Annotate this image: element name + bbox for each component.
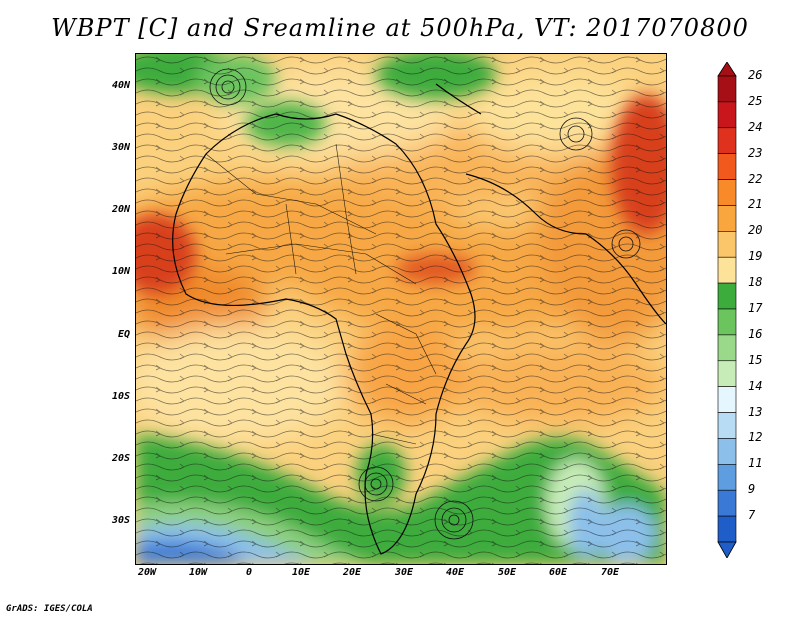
lat-label-30s: 30S — [111, 515, 130, 526]
grads-credit: GrADS: IGES/COLA — [6, 604, 93, 614]
colorbar-swatch — [717, 153, 737, 180]
colorbar-label: 14 — [748, 378, 763, 393]
colorbar-label: 18 — [748, 275, 763, 290]
lon-label-20e: 20E — [342, 567, 362, 578]
colorbar-swatch — [717, 127, 737, 154]
colorbar-label: 13 — [748, 404, 763, 419]
colorbar-label: 22 — [748, 171, 763, 186]
colorbar-swatch — [717, 438, 737, 465]
streamlines — [136, 54, 666, 564]
lon-label-40e: 40E — [445, 567, 465, 578]
colorbar-label: 12 — [748, 430, 763, 445]
colorbar-swatch — [717, 489, 737, 517]
coastlines — [172, 83, 666, 555]
map-canvas — [136, 54, 666, 564]
lat-label-10n: 10N — [111, 266, 130, 277]
colorbar-label: 24 — [748, 119, 763, 134]
colorbar-swatch — [717, 282, 737, 310]
lon-label-70e: 70E — [600, 567, 620, 578]
weather-map — [135, 53, 667, 565]
colorbar-bottom-arrow — [717, 541, 737, 558]
lon-label-10e: 10E — [291, 567, 311, 578]
colorbar-label: 17 — [748, 301, 763, 315]
country-borders — [205, 143, 437, 445]
lon-label-50e: 50E — [497, 567, 517, 578]
colorbar-swatch — [717, 386, 737, 413]
colorbar-label: 16 — [748, 326, 763, 341]
lon-label-0: 0 — [245, 567, 253, 578]
colorbar-label: 21 — [748, 197, 763, 212]
colorbar-label: 23 — [748, 145, 763, 160]
colorbar — [717, 62, 737, 558]
lat-label-40n: 40N — [111, 80, 130, 91]
lon-label-60e: 60E — [548, 567, 568, 578]
colorbar-label: 15 — [748, 352, 763, 367]
lat-label-10s: 10S — [111, 391, 130, 402]
colorbar-swatch — [717, 464, 737, 491]
colorbar-swatch — [717, 412, 737, 439]
colorbar-swatch — [717, 101, 737, 129]
lon-label-30e: 30E — [394, 567, 414, 578]
colorbar-swatch — [717, 308, 737, 336]
colorbar-label: 7 — [748, 508, 756, 523]
colorbar-label: 9 — [748, 482, 756, 497]
colorbar-label: 19 — [748, 249, 763, 264]
vortex-markers — [209, 68, 641, 540]
colorbar-swatch — [717, 515, 737, 543]
colorbar-label: 26 — [748, 68, 763, 82]
colorbar-swatch — [717, 205, 737, 232]
colorbar-label: 11 — [748, 456, 763, 471]
lat-label-eq: EQ — [117, 329, 130, 340]
lat-label-20s: 20S — [111, 453, 130, 464]
colorbar-swatch — [717, 256, 737, 284]
colorbar-swatch — [717, 231, 737, 258]
map-title: WBPT [C] and Sreamline at 500hPa, VT: 20… — [51, 14, 749, 42]
colorbar-label: 25 — [748, 93, 763, 108]
colorbar-swatch — [717, 75, 737, 103]
lat-label-20n: 20N — [111, 204, 130, 215]
lon-label-20w: 20W — [137, 567, 157, 578]
colorbar-swatch — [717, 360, 737, 387]
lat-label-30n: 30N — [111, 142, 130, 153]
colorbar-swatch — [717, 334, 737, 362]
colorbar-top-arrow — [717, 62, 737, 77]
colorbar-swatch — [717, 179, 737, 206]
lon-label-10w: 10W — [188, 567, 208, 578]
colorbar-label: 20 — [748, 223, 763, 238]
